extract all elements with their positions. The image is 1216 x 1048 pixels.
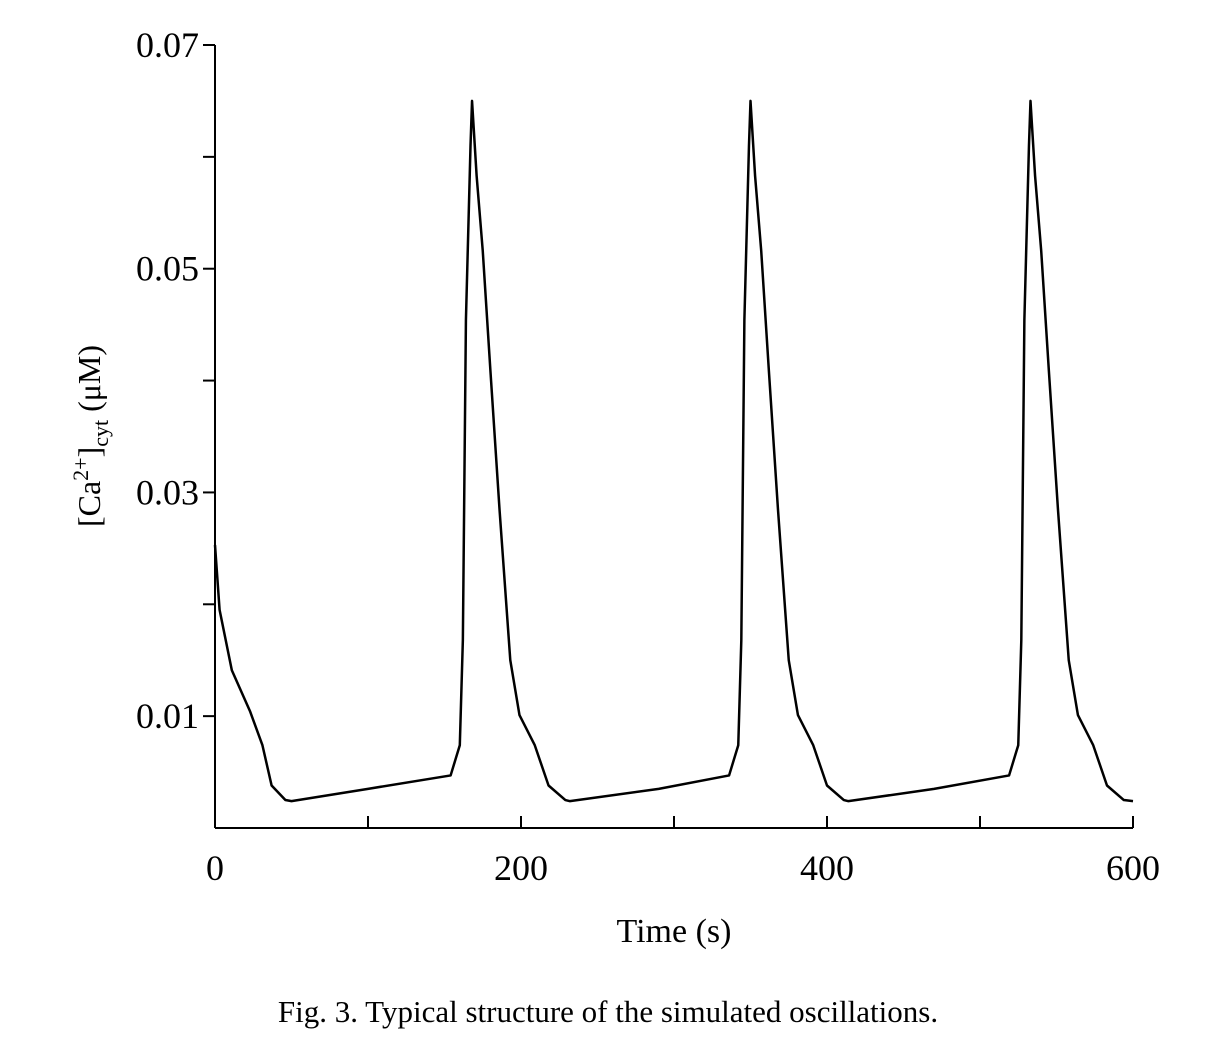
x-tick-label: 200 [494,848,548,888]
y-label-part: ] [71,447,107,458]
y-tick-label: 0.03 [136,472,199,512]
y-tick-label: 0.07 [136,25,199,65]
x-tick-label: 600 [1106,848,1160,888]
y-tick-label: 0.01 [136,696,199,736]
y-tick-label: 0.05 [136,249,199,289]
y-label-part: (μM) [71,345,107,420]
y-label-sub: cyt [88,420,113,447]
y-axis-label: [Ca2+]cyt (μM) [68,345,113,527]
x-axis-label: Time (s) [617,913,732,950]
caption: Fig. 3. Typical structure of the simulat… [278,994,938,1029]
y-label-part: [Ca [71,481,107,527]
data-line [213,99,1134,803]
x-tick-label: 400 [800,848,854,888]
x-tick-label: 0 [206,848,224,888]
y-label-sup: 2+ [68,457,93,480]
